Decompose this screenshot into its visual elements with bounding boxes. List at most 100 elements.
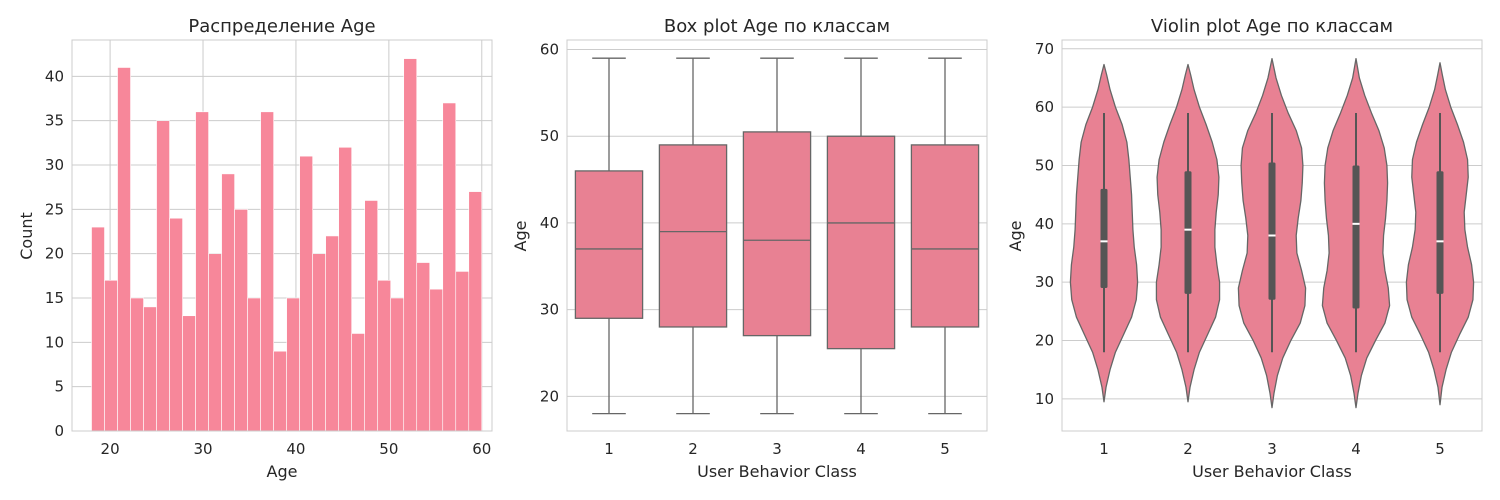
histogram-bar [143,306,157,432]
histogram-y-tick-label: 15 [45,289,64,307]
boxplot-box [910,144,980,328]
boxplot-y-tick-label: 50 [540,127,559,145]
violin-inner-box [1268,162,1276,300]
histogram-x-tick-label: 50 [379,440,398,458]
boxplot-box [574,170,644,319]
histogram-bar [325,235,339,432]
boxplot-box [658,144,728,328]
violin-x-label: User Behavior Class [1192,462,1352,481]
boxplot-box [742,131,812,337]
violin-x-tick-label: 4 [1351,440,1361,458]
histogram-bar [247,297,261,432]
histogram-bar [91,226,105,432]
histogram-y-tick-label: 25 [45,200,64,218]
boxplot-y-tick-label: 20 [540,387,559,405]
boxplot-title: Box plot Age по классам [664,16,890,37]
violin-y-tick-label: 10 [1035,390,1054,408]
violin-panel: Violin plot Age по классам 1 2 3 4 5 10 20 30 4… [1006,16,1483,481]
boxplot-frame [566,39,988,432]
violin-frame [1061,39,1483,432]
histogram-y-label: Count [17,212,36,260]
histogram-title: Распределение Age [188,16,375,37]
histogram-bar [299,155,313,432]
histogram-bar [234,209,248,432]
histogram-frame [71,39,493,432]
histogram-panel: Распределение Age 20 30 40 50 60 0 5 10 15 20 25 3… [17,16,493,481]
boxplot-x-tick-label: 1 [604,440,614,458]
histogram-bar [195,111,209,432]
violin-x-tick-label: 2 [1183,440,1193,458]
histogram-x-tick-label: 30 [193,440,212,458]
histogram-bar [455,271,470,432]
boxplot-x-tick-label: 2 [688,440,698,458]
violin-title: Violin plot Age по классам [1151,16,1393,37]
histogram-y-tick-label: 0 [54,422,64,440]
boxplot-x-tick-label: 3 [772,440,782,458]
violin-x-tick-label: 1 [1099,440,1109,458]
histogram-bar [403,58,418,432]
histogram-bar [286,297,300,432]
boxplot-y-tick-label: 30 [540,301,559,319]
violin-y-label: Age [1006,221,1025,252]
histogram-bar [169,217,183,432]
violin-x-tick-label: 3 [1267,440,1277,458]
histogram-x-tick-label: 20 [101,440,120,458]
violin-inner-box [1100,188,1108,289]
histogram-bar [130,297,144,432]
violin-inner-box [1352,165,1360,309]
boxplot-x-ticks: 1 2 3 4 5 [604,440,950,458]
histogram-y-tick-label: 20 [45,245,64,263]
boxplot-y-tick-label: 40 [540,214,559,232]
histogram-bar [416,262,431,432]
violin-y-tick-label: 60 [1035,98,1054,116]
histogram-bar [429,288,444,432]
violin-shapes [1069,58,1475,409]
histogram-bar [351,333,365,432]
violin-y-tick-label: 20 [1035,332,1054,350]
histogram-x-ticks: 20 30 40 50 60 [101,440,492,458]
histogram-bar [117,67,131,432]
boxplot-box [826,135,896,350]
histogram-x-tick-label: 40 [286,440,305,458]
histogram-bar [442,102,457,432]
violin-inner-box [1184,171,1192,294]
histogram-bars [91,58,483,432]
histogram-y-tick-label: 5 [54,378,64,396]
boxplot-x-label: User Behavior Class [697,462,857,481]
boxplot-panel: Box plot Age по классам 1 2 3 4 5 20 30 40 50 60… [511,16,988,481]
histogram-x-tick-label: 60 [472,440,491,458]
violin-y-tick-label: 50 [1035,156,1054,174]
violin-x-ticks: 1 2 3 4 5 [1099,440,1445,458]
histogram-y-tick-label: 40 [45,67,64,85]
histogram-x-label: Age [267,462,298,481]
violin-inner-box [1436,171,1444,294]
boxplot-y-ticks: 20 30 40 50 60 [540,41,559,406]
histogram-y-ticks: 0 5 10 15 20 25 30 35 40 [45,67,64,440]
histogram-bar [156,120,170,432]
histogram-bar [260,111,274,432]
histogram-bar [208,253,222,432]
boxplot-x-tick-label: 4 [856,440,866,458]
boxplot-y-label: Age [511,221,530,252]
histogram-bar [377,279,392,432]
histogram-bar [468,191,483,432]
violin-y-tick-label: 40 [1035,215,1054,233]
histogram-bar [104,279,118,432]
histogram-bar [390,297,405,432]
histogram-y-tick-label: 10 [45,333,64,351]
histogram-bar [182,315,196,432]
boxplot-y-tick-label: 60 [540,41,559,59]
boxplot-x-tick-label: 5 [940,440,950,458]
violin-y-tick-label: 70 [1035,40,1054,58]
histogram-bar [364,200,379,432]
violin-y-ticks: 10 20 30 40 50 60 70 [1035,40,1054,408]
histogram-bar [338,146,352,432]
violin-y-tick-label: 30 [1035,273,1054,291]
histogram-bar [221,173,235,432]
histogram-bar [312,253,326,432]
histogram-bar [273,350,287,432]
boxplot-boxes [574,57,980,415]
histogram-y-tick-label: 30 [45,156,64,174]
histogram-y-tick-label: 35 [45,112,64,130]
